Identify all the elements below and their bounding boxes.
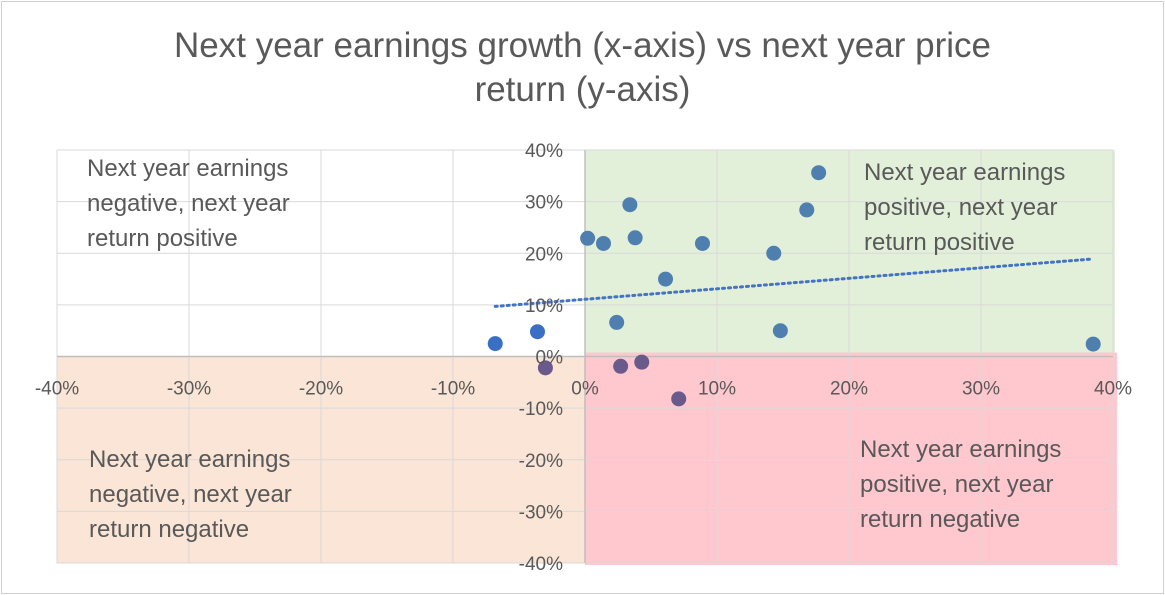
quadrant-label-bottom-left: Next year earnings negative, next year ret… (89, 446, 292, 543)
data-point-12 (671, 391, 687, 407)
quadrant-label-line: Next year earnings (864, 159, 1065, 186)
y-tick-label: 40% (525, 141, 563, 162)
axes (57, 150, 1113, 563)
x-tick-label: 0% (571, 379, 599, 400)
y-tick-label: 30% (525, 193, 563, 214)
quadrant-label-line: return negative (860, 506, 1020, 533)
data-point-15 (772, 323, 788, 339)
quadrant-label-top-left: Next year earnings negative, next year ret… (87, 155, 290, 252)
y-tick-label: 10% (525, 296, 563, 317)
y-tick-label: -20% (519, 451, 563, 472)
data-point-11 (658, 271, 674, 287)
data-point-10 (634, 354, 650, 370)
y-tick-label: 0% (536, 348, 564, 369)
quadrant-label-line: Next year earnings (860, 436, 1061, 463)
x-tick-label: 40% (1094, 379, 1132, 400)
x-tick-label: 30% (962, 379, 1000, 400)
data-point-1 (487, 336, 503, 352)
x-axis-tick-labels: -40% -30% -20% -10% 0% 10% 20% 30% 40% (35, 379, 1132, 400)
quadrant-label-line: Next year earnings (87, 155, 288, 182)
quadrant-label-line: Next year earnings (89, 446, 290, 473)
y-tick-label: -10% (519, 399, 563, 420)
quadrant-label-line: return negative (89, 516, 249, 543)
quadrant-labels: Next year earnings negative, next year ret… (87, 155, 1065, 543)
quadrant-label-top-right: Next year earnings positive, next year ret… (864, 159, 1065, 256)
chart-title-line-1: Next year earnings growth (x-axis) vs ne… (174, 26, 991, 65)
y-tick-label: 20% (525, 244, 563, 265)
quadrant-label-line: positive, next year (864, 194, 1057, 221)
data-point-3 (537, 360, 553, 376)
x-tick-label: -40% (35, 379, 79, 400)
y-tick-label: -40% (519, 554, 563, 575)
quadrant-label-line: return positive (87, 225, 238, 252)
trendline-group (493, 257, 1095, 308)
data-point-7 (613, 358, 629, 374)
quadrant-label-line: positive, next year (860, 471, 1053, 498)
x-tick-label: -30% (167, 379, 211, 400)
x-tick-label: -20% (299, 379, 343, 400)
data-point-9 (627, 230, 643, 246)
data-point-5 (595, 235, 611, 251)
data-point-2 (529, 324, 545, 340)
quadrant-label-bottom-right: Next year earnings positive, next year ret… (860, 436, 1061, 533)
data-point-18 (1085, 336, 1101, 352)
trendline (493, 257, 1095, 308)
data-point-4 (580, 230, 596, 246)
data-point-8 (622, 197, 638, 213)
y-axis-tick-labels: 40% 30% 20% 10% 0% -10% -20% -30% -40% (519, 141, 563, 575)
data-point-17 (811, 165, 827, 181)
quadrant-label-line: negative, next year (87, 190, 290, 217)
x-tick-label: -10% (431, 379, 475, 400)
data-point-6 (609, 314, 625, 330)
quadrant-label-line: return positive (864, 229, 1015, 256)
chart-title-line-2: return (y-axis) (474, 70, 691, 109)
x-tick-label: 20% (830, 379, 868, 400)
data-points (487, 165, 1101, 407)
data-point-13 (694, 235, 710, 251)
quadrant-bottom-right-background (585, 352, 1117, 565)
y-tick-label: -30% (519, 502, 563, 523)
chart-title: Next year earnings growth (x-axis) vs ne… (0, 24, 1165, 112)
quadrant-label-line: negative, next year (89, 481, 292, 508)
data-point-14 (766, 245, 782, 261)
x-tick-label: 10% (698, 379, 736, 400)
data-point-16 (799, 202, 815, 218)
